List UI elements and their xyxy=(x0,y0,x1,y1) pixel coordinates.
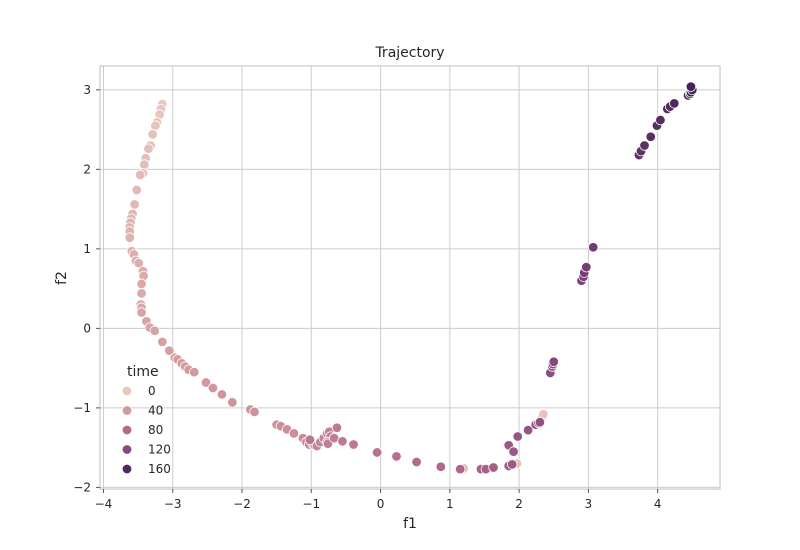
legend-label: 0 xyxy=(148,384,156,398)
data-point xyxy=(288,428,300,439)
data-point xyxy=(304,434,316,445)
data-point xyxy=(129,199,140,210)
data-point xyxy=(139,159,150,170)
x-tick-label: 4 xyxy=(654,497,662,511)
chart-title: Trajectory xyxy=(374,45,444,61)
legend-label: 80 xyxy=(148,423,163,437)
y-tick-label: 1 xyxy=(83,242,91,256)
data-point xyxy=(227,397,238,408)
data-point xyxy=(522,424,534,436)
data-point xyxy=(331,422,343,433)
data-point xyxy=(337,436,348,447)
data-point xyxy=(136,278,147,290)
data-point xyxy=(124,232,135,243)
grid-lines xyxy=(100,66,720,489)
data-point xyxy=(131,184,142,196)
y-tick-label: −1 xyxy=(73,401,91,415)
legend-label: 120 xyxy=(148,443,171,457)
data-point xyxy=(391,451,402,462)
x-tick-label: −1 xyxy=(302,497,320,511)
data-point xyxy=(249,406,260,418)
x-tick-label: 2 xyxy=(515,497,523,511)
legend-label: 40 xyxy=(148,404,163,418)
data-point xyxy=(548,356,559,367)
data-point xyxy=(488,462,499,473)
x-tick-label: −4 xyxy=(95,497,113,511)
data-point xyxy=(411,456,422,468)
plot-frame xyxy=(99,65,721,490)
data-point xyxy=(645,131,656,142)
legend-label: 160 xyxy=(148,462,171,476)
x-tick-label: 3 xyxy=(585,497,593,511)
data-point xyxy=(136,307,147,318)
x-tick-label: −2 xyxy=(233,497,251,511)
data-point xyxy=(371,447,383,458)
x-tick-label: 0 xyxy=(377,497,385,511)
data-point xyxy=(508,446,519,457)
data-point xyxy=(506,459,518,470)
data-point xyxy=(189,366,200,378)
data-point xyxy=(669,98,680,109)
data-point xyxy=(655,114,666,126)
data-point xyxy=(639,140,650,151)
x-tick-label: −3 xyxy=(164,497,182,511)
data-point xyxy=(512,431,523,442)
y-axis-ticks: −2 −1 0 1 2 3 xyxy=(73,83,100,494)
x-axis-title: f1 xyxy=(403,516,417,532)
data-point xyxy=(133,257,144,269)
scatter-points xyxy=(124,81,698,475)
legend-marker xyxy=(121,385,133,397)
data-point xyxy=(581,261,592,273)
y-tick-label: −2 xyxy=(73,480,91,494)
data-point xyxy=(435,461,447,472)
legend-title: time xyxy=(127,364,159,380)
data-point xyxy=(157,336,168,348)
data-point xyxy=(588,242,599,253)
data-point xyxy=(216,389,228,400)
legend-marker xyxy=(121,405,133,416)
data-point xyxy=(348,439,359,450)
data-point xyxy=(150,120,161,131)
legend-marker xyxy=(121,424,133,436)
legend-marker xyxy=(121,463,133,475)
data-point xyxy=(149,325,160,336)
data-point xyxy=(455,463,466,475)
y-axis-title: f2 xyxy=(54,271,70,285)
data-point xyxy=(147,129,158,140)
data-point xyxy=(136,288,147,299)
data-point xyxy=(143,143,154,154)
data-point xyxy=(134,169,146,181)
data-point xyxy=(207,382,219,394)
data-point xyxy=(534,417,546,428)
y-tick-label: 0 xyxy=(83,321,91,335)
data-point xyxy=(685,81,697,92)
y-tick-label: 3 xyxy=(83,83,91,97)
x-tick-label: 1 xyxy=(446,497,454,511)
x-axis-ticks: −4 −3 −2 −1 0 1 2 3 4 xyxy=(95,489,662,511)
legend: time 0 40 80 120 160 xyxy=(121,364,171,476)
legend-marker xyxy=(121,444,133,455)
data-point xyxy=(164,345,175,356)
data-point xyxy=(200,377,212,388)
y-tick-label: 2 xyxy=(83,162,91,176)
